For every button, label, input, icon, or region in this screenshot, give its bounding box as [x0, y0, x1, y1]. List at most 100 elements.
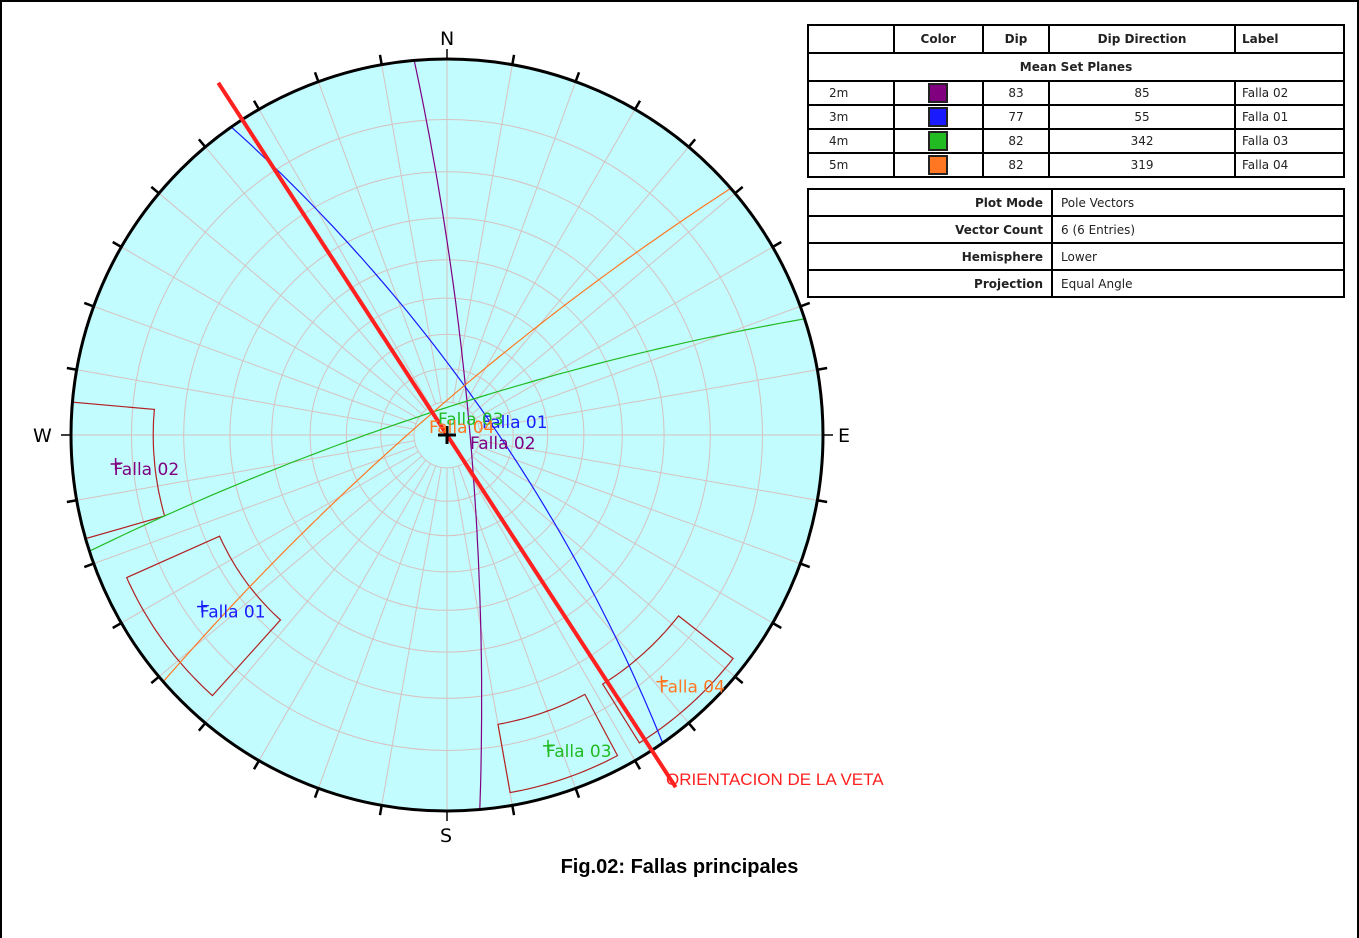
grid-radial	[381, 467, 442, 806]
row-id: 2m	[807, 80, 895, 106]
degree-tick	[112, 240, 122, 249]
row-dip: 82	[981, 128, 1051, 154]
row-label: Falla 01	[1233, 104, 1346, 130]
degree-tick	[197, 722, 207, 732]
contour-box	[601, 615, 734, 744]
grid-radial	[463, 109, 636, 407]
mean-set-label: Falla 03	[438, 410, 504, 430]
compass-label-s: S	[440, 825, 452, 847]
grid-radial	[158, 192, 423, 415]
grid-radial	[477, 305, 801, 425]
color-swatch	[928, 131, 949, 151]
mean-set-header-row: Color Dip Dip Direction Label	[807, 24, 1346, 54]
degree-tick	[633, 100, 642, 110]
degree-tick	[633, 760, 642, 770]
degree-tick	[313, 787, 320, 799]
property-key: Hemisphere	[807, 242, 1053, 271]
row-dip-direction: 319	[1048, 152, 1236, 178]
grid-radial	[463, 463, 636, 761]
grid-radial	[121, 451, 419, 624]
compass-label-e: E	[838, 425, 850, 447]
grid-radial	[475, 246, 773, 419]
degree-tick	[734, 675, 744, 685]
pole-label: Falla 04	[659, 678, 725, 698]
property-key: Vector Count	[807, 215, 1053, 244]
grid-radial	[467, 459, 690, 724]
property-value: Equal Angle	[1051, 269, 1345, 298]
row-color	[892, 80, 984, 106]
row-dip: 77	[981, 104, 1051, 130]
degree-tick	[378, 54, 383, 65]
degree-tick	[83, 562, 95, 569]
grid-radial	[93, 445, 417, 565]
compass-label-n: N	[440, 28, 454, 50]
property-key: Plot Mode	[807, 188, 1053, 217]
mean-set-section-row: Mean Set Planes	[807, 52, 1345, 82]
row-color	[892, 152, 984, 178]
grid-radial	[479, 440, 818, 501]
compass-label-w: W	[33, 425, 52, 447]
grid-radial	[317, 81, 437, 405]
degree-tick	[112, 621, 122, 630]
plot-properties-table: Plot Mode Pole Vectors Vector Count 6 (6 En…	[807, 188, 1345, 298]
pole-label: Falla 02	[114, 460, 180, 480]
grid-radial	[471, 455, 736, 678]
mean-set-label: Falla 02	[470, 434, 536, 454]
property-row: Hemisphere Lower	[807, 242, 1345, 271]
degree-tick	[799, 562, 811, 569]
degree-tick	[252, 760, 261, 770]
grid-radial	[467, 146, 690, 411]
degree-tick	[66, 499, 77, 504]
great-circle	[230, 126, 664, 744]
row-dip: 83	[981, 80, 1051, 106]
degree-tick	[511, 54, 516, 65]
great-circle	[162, 187, 732, 683]
grid-radial	[479, 369, 818, 430]
degree-tick	[687, 722, 697, 732]
row-id: 5m	[807, 152, 895, 178]
contour-box	[497, 693, 619, 794]
pole-label: Falla 03	[546, 742, 612, 762]
header-color: Color	[892, 24, 984, 54]
grid-radial	[76, 440, 415, 501]
row-dip-direction: 342	[1048, 128, 1236, 154]
figure-caption: Fig.02: Fallas principales	[560, 856, 799, 878]
mean-set-label: Falla 01	[482, 413, 548, 433]
mean-set-row: 5m 82 319 Falla 04	[807, 152, 1346, 178]
grid-radial	[457, 81, 577, 405]
degree-tick	[83, 301, 95, 308]
header-dip: Dip	[981, 24, 1051, 54]
color-swatch	[928, 83, 949, 103]
mean-set-row: 4m 82 342 Falla 03	[807, 128, 1346, 154]
header-id	[807, 24, 895, 54]
property-value: Pole Vectors	[1051, 188, 1345, 217]
mean-set-row: 2m 83 85 Falla 02	[807, 80, 1346, 106]
mean-set-row: 3m 77 55 Falla 01	[807, 104, 1346, 130]
color-swatch	[928, 155, 949, 175]
property-row: Plot Mode Pole Vectors	[807, 188, 1345, 217]
mean-set-table: Color Dip Dip Direction Label Mean Set P…	[807, 24, 1346, 178]
contour-box	[125, 535, 282, 697]
degree-tick	[66, 366, 77, 371]
grid-radial	[258, 463, 431, 761]
degree-tick	[817, 366, 828, 371]
row-dip-direction: 55	[1048, 104, 1236, 130]
row-id: 3m	[807, 104, 895, 130]
header-dip-direction: Dip Direction	[1048, 24, 1236, 54]
row-label: Falla 03	[1233, 128, 1346, 154]
great-circle	[89, 318, 805, 552]
property-key: Projection	[807, 269, 1053, 298]
property-row: Vector Count 6 (6 Entries)	[807, 215, 1345, 244]
degree-tick	[772, 621, 782, 630]
mean-set-section-title: Mean Set Planes	[807, 52, 1345, 82]
grid-radial	[317, 465, 437, 789]
grid-radial	[381, 64, 442, 403]
grid-radial	[475, 451, 773, 624]
degree-tick	[574, 787, 581, 799]
grid-radial	[158, 455, 423, 678]
row-dip: 82	[981, 152, 1051, 178]
degree-tick	[313, 71, 320, 83]
grid-radial	[93, 305, 417, 425]
